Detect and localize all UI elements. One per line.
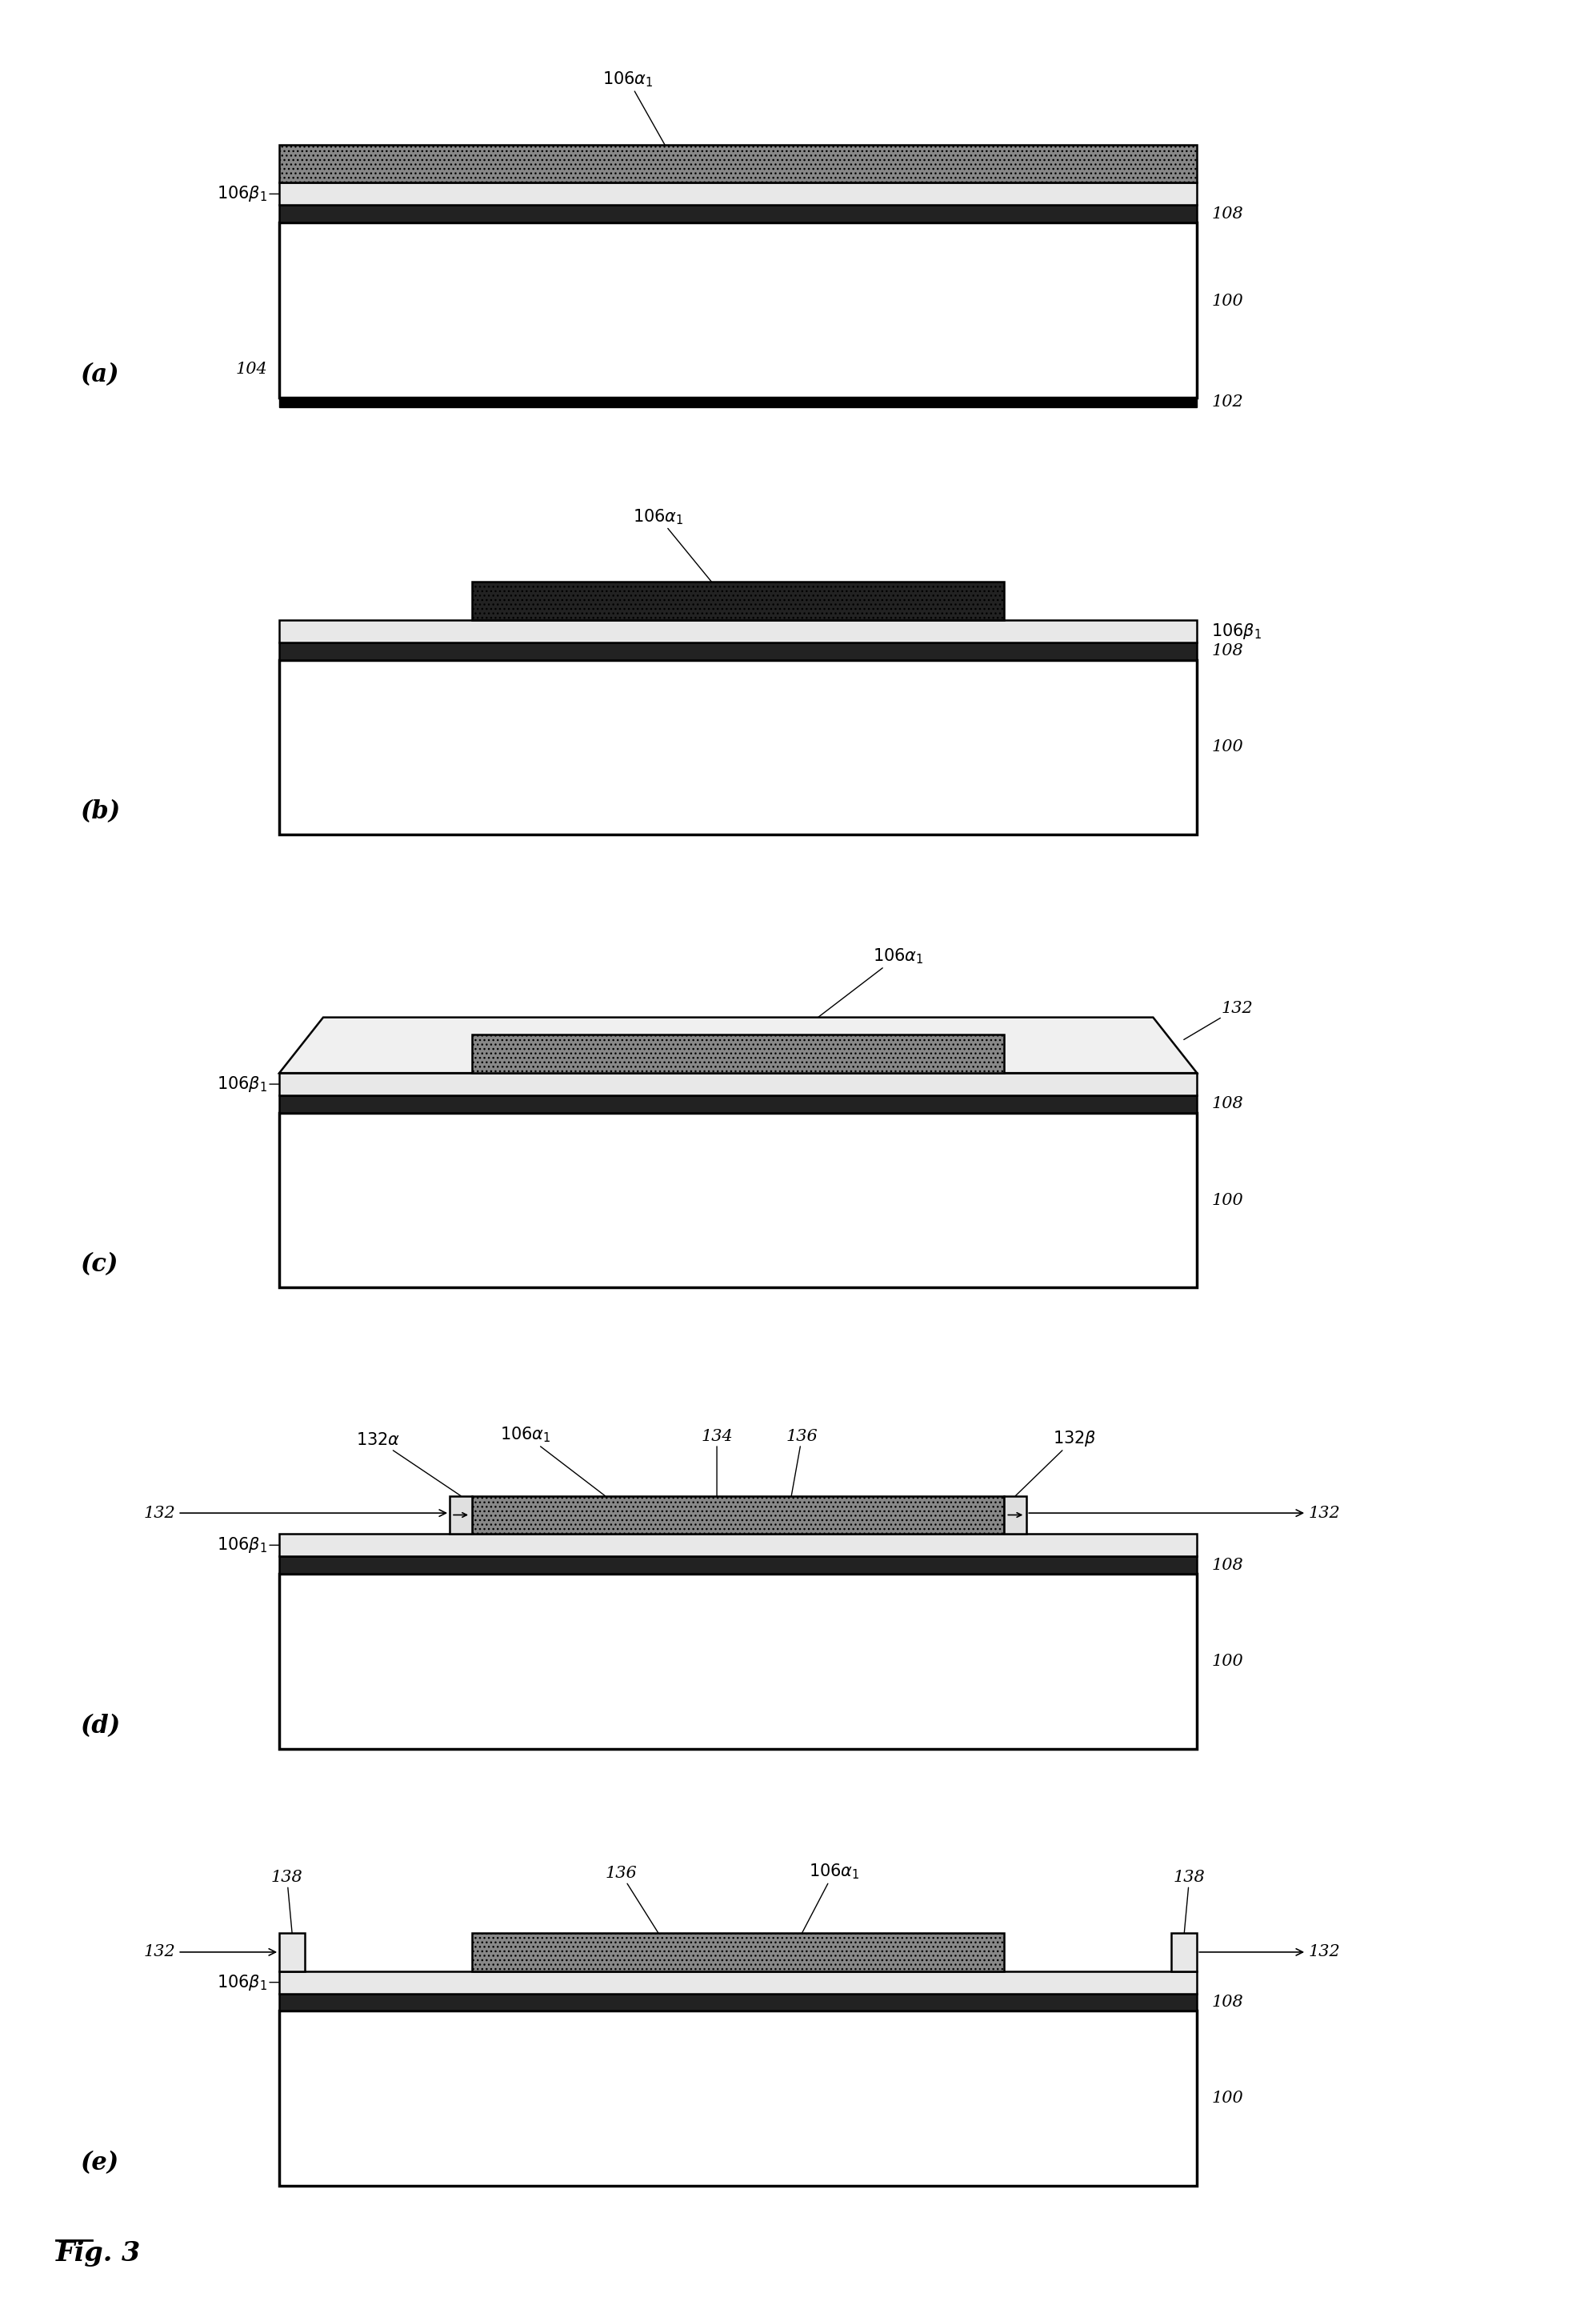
Text: 138: 138 xyxy=(1173,1869,1205,1934)
Text: $106\beta_1$: $106\beta_1$ xyxy=(217,1535,279,1556)
Text: $106\beta_1$: $106\beta_1$ xyxy=(217,1074,279,1095)
Bar xyxy=(279,1556,1197,1574)
Polygon shape xyxy=(279,1017,1197,1074)
Text: $132\alpha$: $132\alpha$ xyxy=(356,1431,461,1496)
Bar xyxy=(1004,1496,1026,1535)
Bar xyxy=(279,1095,1197,1113)
Text: 100: 100 xyxy=(1211,293,1243,309)
Text: 100: 100 xyxy=(1211,1653,1243,1669)
Bar xyxy=(279,1994,1197,2010)
Text: $106\alpha_1$: $106\alpha_1$ xyxy=(603,69,664,145)
Text: $106\beta_1$: $106\beta_1$ xyxy=(217,1973,279,1992)
Text: 108: 108 xyxy=(1211,643,1243,659)
Text: Fig. 3: Fig. 3 xyxy=(56,2240,140,2266)
Bar xyxy=(279,1574,1197,1749)
Text: $106\beta_1$: $106\beta_1$ xyxy=(1211,622,1262,641)
Text: $106\alpha_1$: $106\alpha_1$ xyxy=(819,947,922,1017)
Bar xyxy=(279,1113,1197,1288)
Bar xyxy=(279,396,1197,408)
Bar xyxy=(279,620,1197,643)
Bar xyxy=(279,145,1197,182)
Text: 132: 132 xyxy=(1199,1945,1341,1959)
Bar xyxy=(279,1934,305,1971)
Text: $132\beta$: $132\beta$ xyxy=(1015,1429,1096,1496)
Bar xyxy=(279,659,1197,834)
Text: 100: 100 xyxy=(1211,1192,1243,1208)
Bar xyxy=(279,1535,1197,1556)
Text: (b): (b) xyxy=(80,800,120,825)
Text: 132: 132 xyxy=(1184,1000,1253,1040)
Text: 104: 104 xyxy=(236,362,268,378)
Text: (a): (a) xyxy=(80,362,118,387)
Text: 108: 108 xyxy=(1211,205,1243,221)
Text: $106\alpha_1$: $106\alpha_1$ xyxy=(500,1424,605,1496)
Text: 138: 138 xyxy=(271,1869,303,1934)
Bar xyxy=(472,1934,1004,1971)
Bar xyxy=(279,2010,1197,2185)
Text: 132: 132 xyxy=(144,1505,445,1521)
Text: (d): (d) xyxy=(80,1713,120,1738)
Bar xyxy=(450,1496,472,1535)
Bar xyxy=(279,182,1197,205)
Bar xyxy=(279,1971,1197,1994)
Text: 108: 108 xyxy=(1211,1558,1243,1572)
Text: 132: 132 xyxy=(144,1945,276,1959)
Bar xyxy=(279,224,1197,396)
Bar xyxy=(1171,1934,1197,1971)
Text: 100: 100 xyxy=(1211,740,1243,754)
Text: 136: 136 xyxy=(787,1429,817,1496)
Text: $106\alpha_1$: $106\alpha_1$ xyxy=(803,1862,859,1934)
Bar xyxy=(279,1074,1197,1095)
Text: (e): (e) xyxy=(80,2151,118,2176)
Text: 132: 132 xyxy=(1029,1505,1341,1521)
Bar xyxy=(472,581,1004,620)
Bar xyxy=(472,1496,1004,1535)
Text: (c): (c) xyxy=(80,1252,118,1277)
Text: 136: 136 xyxy=(605,1867,658,1934)
Text: 100: 100 xyxy=(1211,2091,1243,2107)
Text: $106\beta_1$: $106\beta_1$ xyxy=(217,184,279,203)
Bar xyxy=(279,643,1197,659)
Text: 102: 102 xyxy=(1211,394,1243,410)
Text: 108: 108 xyxy=(1211,1097,1243,1111)
Text: 134: 134 xyxy=(701,1429,733,1496)
Text: $106\alpha_1$: $106\alpha_1$ xyxy=(634,507,712,581)
Bar xyxy=(279,205,1197,224)
Text: 108: 108 xyxy=(1211,1994,1243,2010)
Bar xyxy=(472,1035,1004,1074)
